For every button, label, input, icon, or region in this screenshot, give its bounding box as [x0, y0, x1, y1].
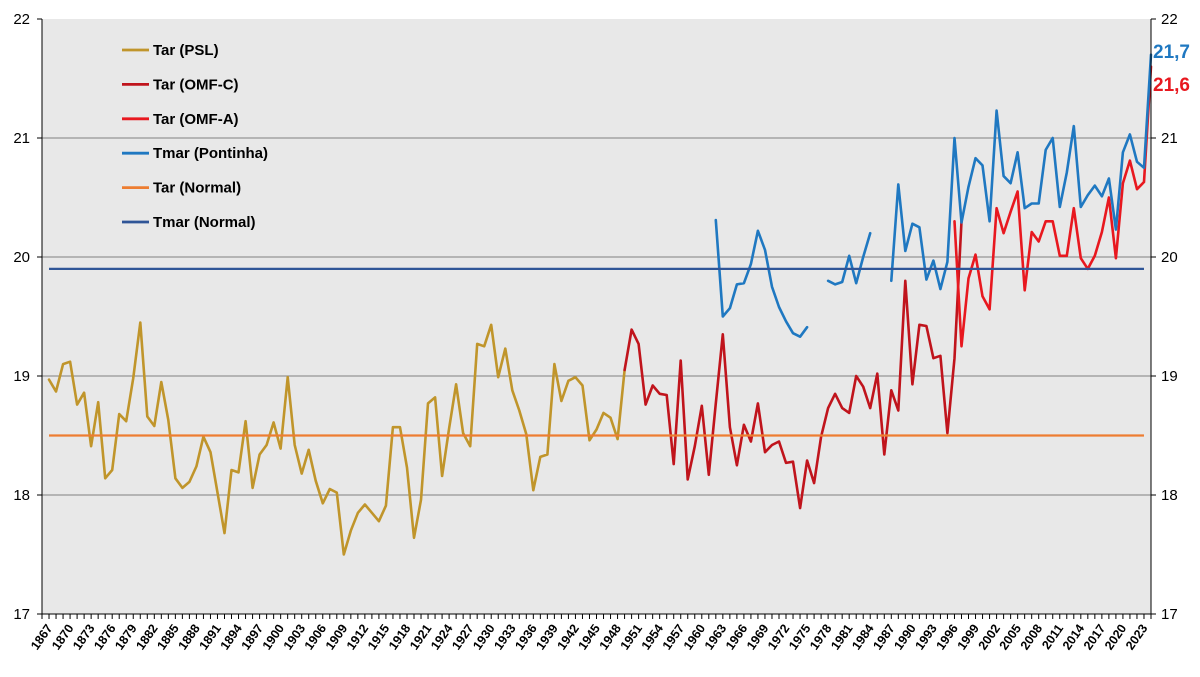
y-tick-label-right: 17 [1161, 606, 1178, 623]
x-tick-label: 1915 [365, 622, 392, 653]
x-tick-label: 1999 [955, 622, 982, 653]
y-tick-label-right: 22 [1161, 11, 1178, 28]
series-line [47, 321, 626, 556]
x-tick-label: 2017 [1081, 622, 1108, 653]
series-line [714, 53, 1153, 338]
legend-label: Tmar (Normal) [153, 214, 256, 231]
y-tick-label-right: 20 [1161, 249, 1178, 266]
x-tick-label: 1960 [681, 622, 708, 653]
x-tick-label: 1924 [428, 622, 455, 653]
x-tick-label: 1918 [386, 622, 413, 653]
x-tick-label: 1966 [723, 622, 750, 653]
x-tick-label: 2011 [1039, 622, 1066, 652]
x-tick-label: 1906 [302, 622, 329, 653]
x-tick-label: 1978 [807, 622, 834, 653]
legend-entry: Tar (Normal) [122, 180, 241, 197]
x-tick-label: 1939 [533, 622, 560, 653]
x-tick-label: 1873 [70, 622, 97, 653]
x-tick-label: 1933 [491, 622, 518, 653]
legend-entry: Tar (OMF-A) [122, 111, 239, 128]
end-labels: 21,7 21,6 [1153, 42, 1190, 96]
x-tick-label: 1891 [197, 622, 224, 653]
x-tick-label: 1930 [470, 622, 497, 653]
x-tick-label: 1900 [260, 622, 287, 653]
x-tick-label: 1903 [281, 622, 308, 653]
x-tick-label: 1948 [597, 622, 624, 653]
y-tick-label-left: 22 [13, 11, 30, 28]
end-value-label: 21,7 [1153, 42, 1190, 63]
x-tick-label: 1945 [576, 622, 603, 653]
x-tick-label: 2023 [1123, 622, 1150, 653]
series-line [623, 220, 963, 510]
x-tick-label: 1951 [618, 622, 645, 653]
x-tick-label: 1897 [239, 622, 266, 653]
plot-background [42, 19, 1151, 614]
x-tick-label: 1870 [49, 622, 76, 653]
x-tick-label: 1888 [175, 622, 202, 653]
x-tick-label: 1969 [744, 622, 771, 653]
legend: Tar (PSL) Tar (OMF-C) Tar (OMF-A) Tmar (Pon… [122, 42, 268, 231]
x-tick-label: 1957 [660, 622, 687, 653]
y-tick-label-left: 19 [13, 368, 30, 385]
legend-label: Tar (PSL) [153, 42, 219, 59]
x-tick-label: 1975 [786, 622, 813, 653]
x-tick-label: 1987 [870, 622, 897, 653]
x-tick-label: 1942 [554, 622, 581, 653]
x-tick-label: 2005 [997, 622, 1024, 653]
series-line [953, 65, 1153, 348]
x-tick-label: 1879 [112, 622, 139, 653]
legend-entry: Tmar (Normal) [122, 214, 256, 231]
x-tick-label: 1876 [91, 622, 118, 653]
legend-label: Tar (OMF-A) [153, 111, 239, 128]
legend-entry: Tmar (Pontinha) [122, 145, 268, 162]
y-tick-label-left: 21 [13, 130, 30, 147]
legend-entry: Tar (OMF-C) [122, 76, 239, 93]
y-tick-label-left: 20 [13, 249, 30, 266]
end-value-label: 21,6 [1153, 75, 1190, 96]
x-tick-label: 1954 [639, 622, 666, 653]
legend-label: Tar (OMF-C) [153, 76, 239, 93]
x-tick-label: 1993 [912, 622, 939, 653]
y-tick-label-right: 18 [1161, 487, 1178, 504]
x-tick-label: 1894 [218, 622, 245, 653]
legend-label: Tar (Normal) [153, 180, 241, 197]
x-tick-label: 1909 [323, 622, 350, 653]
x-tick-label: 2014 [1060, 622, 1087, 653]
x-tick-label: 1990 [891, 622, 918, 653]
x-tick-label: 2008 [1018, 622, 1045, 653]
x-tick-label: 1921 [407, 622, 434, 653]
x-tick-label: 1912 [344, 622, 371, 653]
legend-entry: Tar (PSL) [122, 42, 219, 59]
x-tick-label: 1882 [133, 622, 160, 653]
y-tick-label-right: 21 [1161, 130, 1178, 147]
x-tick-label: 1885 [154, 622, 181, 653]
y-tick-label-left: 18 [13, 487, 30, 504]
legend-label: Tmar (Pontinha) [153, 145, 268, 162]
y-tick-label-left: 17 [13, 606, 30, 623]
x-tick-label: 1972 [765, 622, 792, 653]
x-tick-label: 1996 [934, 622, 961, 653]
x-tick-label: 1981 [828, 622, 855, 653]
series-lines [47, 53, 1153, 556]
x-tick-label: 1984 [849, 622, 876, 653]
y-tick-label-right: 19 [1161, 368, 1178, 385]
x-tick-label: 1867 [28, 622, 55, 653]
x-tick-label: 1936 [512, 622, 539, 653]
x-tick-label: 1963 [702, 622, 729, 653]
gridlines [42, 137, 1151, 496]
x-tick-label: 2020 [1102, 622, 1129, 653]
x-tick-label: 1927 [449, 622, 476, 653]
x-tick-label: 2002 [976, 622, 1003, 653]
